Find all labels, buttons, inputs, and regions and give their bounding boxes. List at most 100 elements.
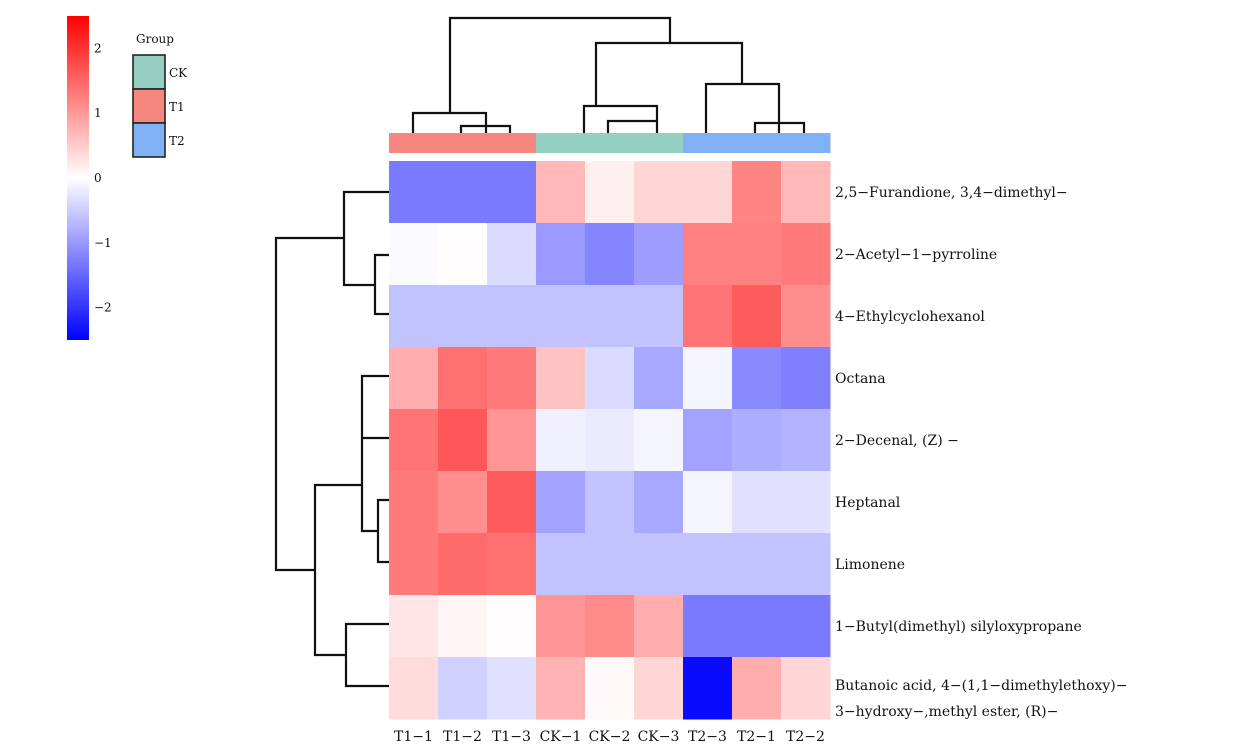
heatmap-cell (781, 161, 831, 224)
heatmap-cell (438, 347, 488, 410)
heatmap-cell (585, 409, 635, 472)
heatmap-cell (487, 161, 537, 224)
heatmap-cell (438, 595, 488, 658)
row-dendrogram (274, 190, 389, 688)
column-label: T2−2 (786, 729, 825, 745)
heatmap-cell (487, 223, 537, 286)
heatmap-cell (634, 223, 684, 286)
heatmap-cell (732, 223, 782, 286)
group-bar-segment (732, 133, 782, 153)
group-legend-label: T2 (169, 134, 185, 148)
colorbar-tick-label: −1 (94, 236, 112, 250)
group-legend-label: CK (169, 66, 188, 80)
heatmap-cell (732, 347, 782, 410)
heatmap-cell (389, 161, 439, 224)
heatmap-cell (389, 223, 439, 286)
colorbar: 2 1 0 −1 −2 (67, 16, 112, 340)
heatmap-cell (683, 223, 733, 286)
heatmap-cell (438, 161, 488, 224)
column-label: CK−3 (638, 729, 680, 745)
group-bar-segment (389, 133, 439, 153)
heatmap-cell (487, 471, 537, 534)
heatmap-cell (585, 347, 635, 410)
heatmap-cell (683, 161, 733, 224)
group-bar-segment (634, 133, 684, 153)
heatmap-cell (781, 533, 831, 596)
column-label: CK−1 (540, 729, 582, 745)
heatmap-cell (634, 595, 684, 658)
heatmap-cell (487, 409, 537, 472)
row-label: 2−Decenal, (Z) − (835, 433, 959, 449)
colorbar-tick-label: 2 (94, 41, 102, 55)
heatmap-cell (389, 595, 439, 658)
column-label: T1−1 (394, 729, 433, 745)
heatmap-cell (487, 533, 537, 596)
heatmap-cell (683, 285, 733, 348)
heatmap-cell (438, 409, 488, 472)
heatmap-cells (389, 161, 831, 720)
colorbar-tick-label: −2 (94, 301, 112, 315)
column-dendrogram-lines (411, 16, 806, 133)
column-dendrogram (411, 16, 806, 133)
group-legend-swatch (132, 122, 166, 158)
heatmap-cell (634, 285, 684, 348)
heatmap-cell (683, 595, 733, 658)
group-legend-title: Group (136, 32, 174, 46)
heatmap-cell (732, 533, 782, 596)
heatmap-cell (634, 533, 684, 596)
heatmap-cell (781, 409, 831, 472)
heatmap-cell (536, 347, 586, 410)
group-legend-swatch (132, 54, 166, 90)
heatmap-cell (389, 285, 439, 348)
colorbar-gradient (67, 16, 89, 340)
row-label: Limonene (835, 557, 905, 573)
colorbar-tick-label: 1 (94, 106, 102, 120)
heatmap-cell (781, 347, 831, 410)
group-legend: Group CK T1 T2 (132, 32, 188, 158)
group-bar-segment (781, 133, 831, 153)
heatmap-cell (732, 657, 782, 720)
heatmap-cell (438, 285, 488, 348)
heatmap-cell (536, 471, 586, 534)
heatmap-cell (389, 657, 439, 720)
heatmap-cell (781, 285, 831, 348)
heatmap-cell (732, 285, 782, 348)
group-bar-segment (536, 133, 586, 153)
row-label: 2,5−Furandione, 3,4−dimethyl− (835, 185, 1068, 201)
row-label-line2: 3−hydroxy−,methyl ester, (R)− (835, 704, 1058, 720)
column-label: T1−2 (443, 729, 482, 745)
row-dendrogram-lines (274, 190, 389, 688)
column-labels: T1−1 T1−2 T1−3 CK−1 CK−2 CK−3 T2−3 T2−1 T2−2 (394, 729, 825, 745)
column-label: CK−2 (589, 729, 631, 745)
heatmap-cell (585, 285, 635, 348)
heatmap-cell (536, 657, 586, 720)
heatmap-cell (781, 657, 831, 720)
heatmap-cell (389, 347, 439, 410)
heatmap-cell (732, 409, 782, 472)
heatmap-cell (634, 161, 684, 224)
group-annotation-bar (389, 133, 831, 153)
group-legend-label: T1 (169, 100, 185, 114)
heatmap-cell (585, 223, 635, 286)
column-label: T2−3 (688, 729, 727, 745)
heatmap-cell (781, 595, 831, 658)
heatmap-cell (389, 533, 439, 596)
row-label: 2−Acetyl−1−pyrroline (835, 247, 997, 263)
heatmap-cell (438, 223, 488, 286)
column-label: T1−3 (492, 729, 531, 745)
heatmap-cell (683, 409, 733, 472)
heatmap-cell (634, 409, 684, 472)
heatmap-cell (634, 657, 684, 720)
group-bar-segment (487, 133, 537, 153)
heatmap-cell (536, 595, 586, 658)
heatmap-cell (487, 347, 537, 410)
heatmap-cell (438, 533, 488, 596)
heatmap-cell (781, 223, 831, 286)
heatmap-cell (585, 657, 635, 720)
heatmap-cell (585, 533, 635, 596)
heatmap-cell (536, 223, 586, 286)
heatmap-cell (585, 595, 635, 658)
heatmap-cell (732, 471, 782, 534)
heatmap-cell (536, 285, 586, 348)
